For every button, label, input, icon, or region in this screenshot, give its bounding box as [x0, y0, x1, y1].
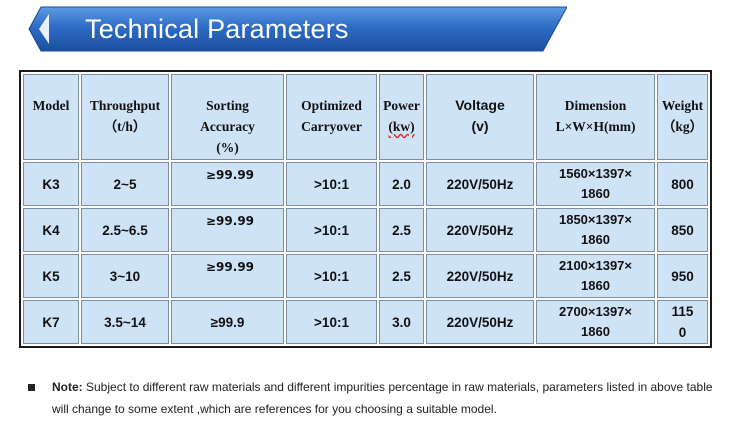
- cell-throughput: 2.5~6.5: [81, 208, 169, 252]
- note-paragraph: Note: Subject to different raw materials…: [28, 376, 730, 420]
- banner-pointer-icon: [39, 14, 49, 44]
- parameters-table: Model Throughput （t/h） Sorting Accuracy …: [19, 70, 712, 348]
- cell-model: K5: [23, 254, 79, 298]
- cell-power: 3.0: [379, 300, 424, 344]
- header-carryover: Optimized Carryover: [286, 74, 377, 160]
- table-header-row: Model Throughput （t/h） Sorting Accuracy …: [23, 74, 708, 160]
- cell-carryover: >10:1: [286, 208, 377, 252]
- cell-dimension: 1560×1397× 1860: [536, 162, 655, 206]
- cell-model: K7: [23, 300, 79, 344]
- header-power: Power (kw): [379, 74, 424, 160]
- cell-model: K4: [23, 208, 79, 252]
- cell-throughput: 2~5: [81, 162, 169, 206]
- cell-throughput: 3~10: [81, 254, 169, 298]
- cell-throughput: 3.5~14: [81, 300, 169, 344]
- header-voltage: Voltage (v): [426, 74, 534, 160]
- section-banner: Technical Parameters: [27, 6, 567, 52]
- header-throughput: Throughput （t/h）: [81, 74, 169, 160]
- cell-voltage: 220V/50Hz: [426, 254, 534, 298]
- cell-voltage: 220V/50Hz: [426, 208, 534, 252]
- note-text-line1: Subject to different raw materials and d…: [82, 380, 713, 394]
- cell-voltage: 220V/50Hz: [426, 162, 534, 206]
- cell-carryover: >10:1: [286, 254, 377, 298]
- cell-accuracy: ≥99.99: [171, 208, 284, 252]
- header-sorting-accuracy: Sorting Accuracy (%): [171, 74, 284, 160]
- header-model: Model: [23, 74, 79, 160]
- cell-weight: 800: [657, 162, 708, 206]
- cell-carryover: >10:1: [286, 300, 377, 344]
- table-row: K5 3~10 ≥99.99 >10:1 2.5 220V/50Hz 2100×…: [23, 254, 708, 298]
- header-weight: Weight （kg）: [657, 74, 708, 160]
- cell-accuracy: ≥99.99: [171, 254, 284, 298]
- cell-power: 2.5: [379, 208, 424, 252]
- cell-model: K3: [23, 162, 79, 206]
- note-label: Note:: [52, 380, 83, 394]
- cell-dimension: 2700×1397× 1860: [536, 300, 655, 344]
- cell-weight: 850: [657, 208, 708, 252]
- cell-accuracy: ≥99.9: [171, 300, 284, 344]
- table-row: K4 2.5~6.5 ≥99.99 >10:1 2.5 220V/50Hz 18…: [23, 208, 708, 252]
- table-row: K7 3.5~14 ≥99.9 >10:1 3.0 220V/50Hz 2700…: [23, 300, 708, 344]
- cell-carryover: >10:1: [286, 162, 377, 206]
- banner-arrow-shape: [28, 6, 567, 52]
- cell-weight: 950: [657, 254, 708, 298]
- note-text-line2: will change to some extent ,which are re…: [52, 402, 497, 416]
- header-dimension: Dimension L×W×H(mm): [536, 74, 655, 160]
- page-title: Technical Parameters: [85, 14, 349, 44]
- cell-power: 2.5: [379, 254, 424, 298]
- cell-weight: 115 0: [657, 300, 708, 344]
- cell-dimension: 2100×1397× 1860: [536, 254, 655, 298]
- cell-voltage: 220V/50Hz: [426, 300, 534, 344]
- cell-accuracy: ≥99.99: [171, 162, 284, 206]
- cell-power: 2.0: [379, 162, 424, 206]
- table-row: K3 2~5 ≥99.99 >10:1 2.0 220V/50Hz 1560×1…: [23, 162, 708, 206]
- bullet-square-icon: [28, 384, 35, 391]
- cell-dimension: 1850×1397× 1860: [536, 208, 655, 252]
